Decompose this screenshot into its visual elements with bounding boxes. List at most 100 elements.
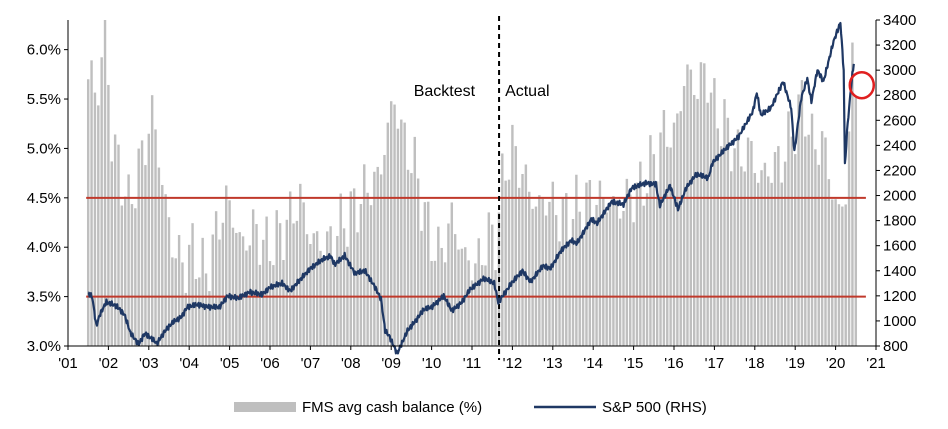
- x-tick-label: '03: [139, 355, 159, 372]
- bar: [504, 180, 507, 346]
- bar: [797, 94, 800, 346]
- bar: [703, 63, 706, 347]
- x-tick-label: '20: [826, 355, 846, 372]
- bar: [383, 154, 386, 346]
- right-tick-label: 2200: [883, 162, 916, 179]
- bar: [161, 184, 164, 346]
- bar: [379, 174, 383, 346]
- bar: [565, 193, 568, 346]
- bar: [521, 174, 524, 346]
- highlight-circle: [848, 70, 876, 100]
- bar: [787, 111, 790, 346]
- bar: [528, 191, 531, 346]
- left-tick-label: 3.0%: [27, 338, 61, 355]
- bar: [201, 237, 204, 346]
- bar: [716, 128, 719, 346]
- x-tick-label: '19: [785, 355, 805, 372]
- reference-lines: [86, 196, 866, 298]
- x-tick-label: '05: [220, 355, 240, 372]
- bar: [605, 212, 608, 346]
- bar: [144, 165, 147, 346]
- bar: [329, 226, 332, 346]
- bar: [622, 210, 625, 346]
- x-tick-label: '13: [543, 355, 563, 372]
- x-tick-label: '14: [583, 355, 603, 372]
- bar: [241, 236, 245, 346]
- bar: [571, 219, 575, 346]
- bar-series: [86, 20, 858, 347]
- bar: [517, 187, 521, 346]
- bar: [740, 166, 743, 346]
- bar: [807, 134, 810, 346]
- bar: [265, 216, 268, 346]
- bar: [272, 265, 275, 346]
- bar: [255, 224, 258, 346]
- x-tick-label: '07: [301, 355, 321, 372]
- bar: [824, 137, 827, 346]
- legend-label-bars: FMS avg cash balance (%): [302, 399, 482, 416]
- bar: [312, 233, 315, 346]
- bar: [406, 169, 410, 346]
- bar: [235, 232, 238, 346]
- bar: [756, 182, 760, 346]
- bar: [480, 265, 484, 346]
- bar: [699, 62, 703, 347]
- bar: [147, 133, 151, 346]
- bar: [107, 84, 110, 346]
- bar: [356, 232, 359, 346]
- bar: [251, 209, 255, 346]
- bar: [437, 226, 440, 346]
- right-tick-label: 1800: [883, 213, 916, 230]
- bar: [602, 197, 605, 346]
- bar: [544, 215, 548, 346]
- bar: [447, 223, 450, 346]
- bar: [844, 204, 847, 346]
- x-tick-label: '21: [866, 355, 886, 372]
- bar: [315, 231, 319, 346]
- bar: [561, 198, 565, 346]
- bar: [719, 146, 723, 346]
- bar: [632, 222, 635, 346]
- bar: [86, 79, 90, 347]
- bar: [457, 249, 460, 346]
- legend-label-line: S&P 500 (RHS): [602, 399, 707, 416]
- bar: [800, 80, 804, 347]
- bar: [359, 204, 363, 346]
- x-tick-label: '12: [503, 355, 523, 372]
- bar: [322, 260, 326, 346]
- bar: [669, 147, 672, 346]
- left-tick-label: 5.0%: [27, 140, 61, 157]
- bar: [389, 101, 393, 347]
- right-tick-label: 800: [883, 338, 908, 355]
- bar: [578, 211, 581, 346]
- bar: [198, 277, 201, 346]
- bar: [386, 122, 390, 346]
- bar: [767, 176, 770, 346]
- bar: [760, 170, 763, 346]
- bar: [524, 164, 528, 346]
- bar: [474, 263, 477, 346]
- bar: [750, 140, 753, 346]
- bar: [363, 164, 366, 346]
- bar: [773, 152, 777, 346]
- bar: [134, 208, 137, 346]
- right-tick-label: 2400: [883, 137, 916, 154]
- bar: [645, 193, 649, 346]
- x-tick-label: '04: [179, 355, 199, 372]
- annotation-actual: Actual: [505, 83, 549, 100]
- bar: [686, 64, 689, 346]
- bar: [804, 136, 807, 346]
- bar: [430, 260, 433, 346]
- bar: [373, 171, 376, 346]
- annotation-backtest: Backtest: [414, 83, 476, 100]
- x-tick-label: '17: [705, 355, 725, 372]
- bar: [342, 228, 346, 346]
- bar: [666, 146, 669, 346]
- bar: [352, 188, 356, 346]
- bar: [171, 257, 174, 346]
- bar: [501, 153, 504, 346]
- bar: [777, 146, 780, 346]
- bar: [753, 173, 757, 346]
- left-tick-label: 3.5%: [27, 289, 61, 306]
